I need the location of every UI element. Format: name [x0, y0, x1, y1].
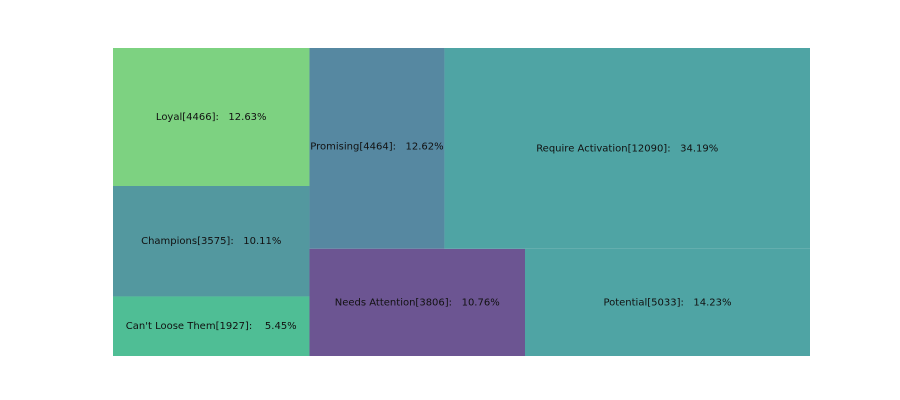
tile-label-champions: Champions[3575]: 10.11%	[141, 236, 281, 247]
tile-label-can-t-loose-them: Can't Loose Them[1927]: 5.45%	[126, 321, 297, 332]
tile-label-potential: Potential[5033]: 14.23%	[603, 297, 731, 308]
tile-label-needs-attention: Needs Attention[3806]: 10.76%	[335, 297, 500, 308]
tile-require-activation	[444, 48, 810, 249]
tile-loyal	[113, 48, 310, 186]
tile-promising	[309, 48, 445, 249]
tile-potential	[524, 248, 810, 356]
tile-can-t-loose-them	[113, 296, 310, 356]
tile-label-promising: Promising[4464]: 12.62%	[310, 142, 443, 153]
tile-label-require-activation: Require Activation[12090]: 34.19%	[536, 143, 718, 154]
tile-champions	[113, 185, 310, 297]
tile-label-loyal: Loyal[4466]: 12.63%	[156, 112, 267, 123]
tile-needs-attention	[309, 248, 525, 356]
